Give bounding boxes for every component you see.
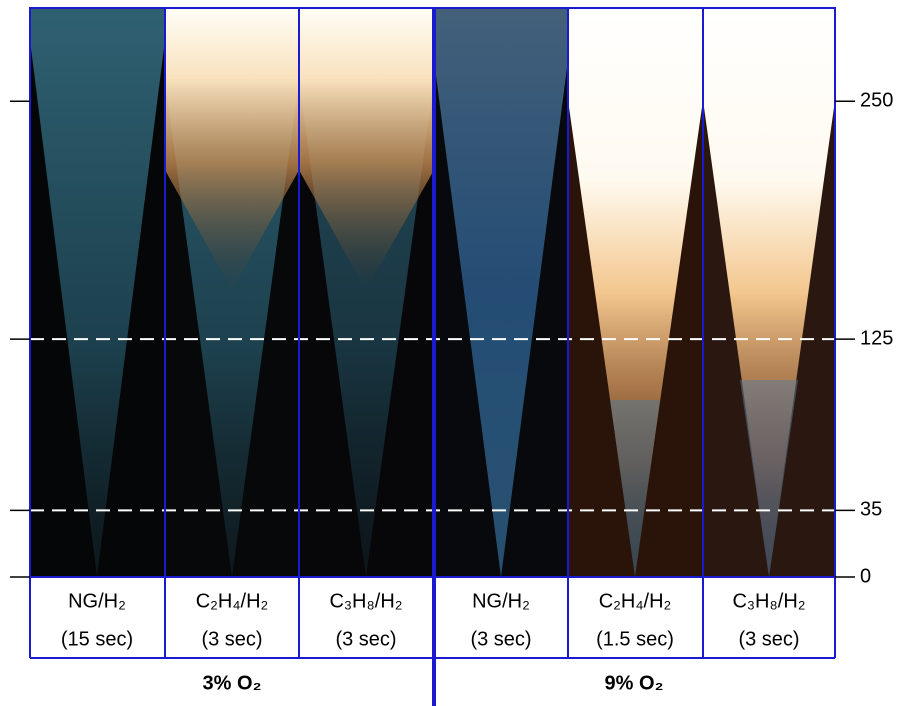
panel-exposure: (3 sec) [201, 628, 262, 650]
tick-label: 125 [860, 327, 893, 349]
panel-label: NG/H₂ [68, 590, 126, 612]
panel-label: NG/H₂ [472, 590, 530, 612]
panel-exposure: (3 sec) [738, 628, 799, 650]
panel-label: C₃H₈/H₂ [732, 590, 805, 612]
panel-exposure: (3 sec) [335, 628, 396, 650]
panel-borders [29, 7, 836, 706]
panel-label: C₂H₄/H₂ [196, 590, 269, 612]
tick-label: 0 [860, 565, 871, 587]
panel-exposure: (15 sec) [61, 628, 133, 650]
tick-label: 250 [860, 90, 893, 112]
flame-images [30, 8, 835, 577]
panel-exposure: (1.5 sec) [596, 628, 674, 650]
panel-label: C₂H₄/H₂ [599, 590, 672, 612]
group-label: 9% O₂ [605, 672, 664, 694]
tick-label: 35 [860, 499, 882, 521]
panel-labels: NG/H₂ (15 sec) C₂H₄/H₂ (3 sec) C₃H₈/H₂ (… [61, 590, 806, 694]
panel-label: C₃H₈/H₂ [329, 590, 402, 612]
panel-exposure: (3 sec) [470, 628, 531, 650]
group-label: 3% O₂ [203, 672, 262, 694]
